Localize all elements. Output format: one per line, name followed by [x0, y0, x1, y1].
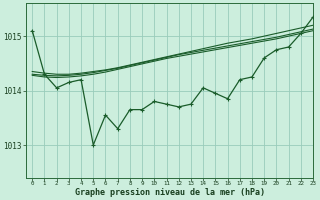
X-axis label: Graphe pression niveau de la mer (hPa): Graphe pression niveau de la mer (hPa): [75, 188, 265, 197]
